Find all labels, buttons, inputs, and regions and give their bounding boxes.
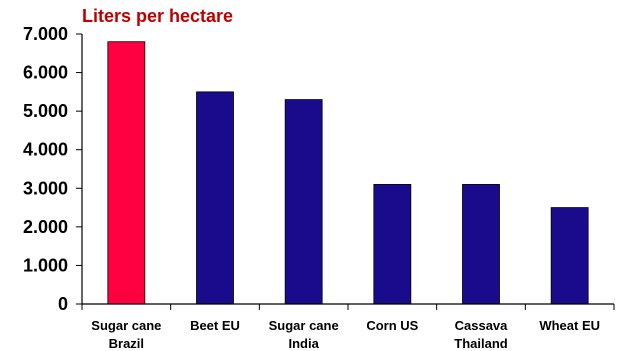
y-tick-label: 2.000 xyxy=(23,217,68,237)
bar xyxy=(550,207,589,305)
x-tick-label: Corn US xyxy=(366,318,418,333)
axes xyxy=(81,34,615,310)
bar xyxy=(196,91,234,305)
x-axis-labels: Sugar cane Brazil Beet EU Sugar cane India Co… xyxy=(91,318,600,351)
y-tick-label: 7.000 xyxy=(23,24,68,44)
bar xyxy=(284,99,323,305)
y-tick-label: 0 xyxy=(58,294,68,314)
y-tick-label: 6.000 xyxy=(23,63,68,83)
y-tick-label: 5.000 xyxy=(23,101,68,121)
bars xyxy=(107,41,589,305)
y-tick-label: 3.000 xyxy=(23,178,68,198)
chart-title: Liters per hectare xyxy=(82,6,233,26)
y-tick-label: 1.000 xyxy=(23,255,68,275)
x-tick-label: Wheat EU xyxy=(539,318,600,333)
x-tick-label: Cassava Thailand xyxy=(454,318,508,351)
bar xyxy=(462,184,500,305)
x-tick-label: Beet EU xyxy=(190,318,240,333)
bar xyxy=(107,41,146,305)
x-tick-label: Sugar cane Brazil xyxy=(91,318,161,351)
bar xyxy=(373,184,412,305)
y-tick-label: 4.000 xyxy=(23,140,68,160)
y-axis-ticks: 0 1.000 2.000 3.000 4.000 5.000 6.000 7.000 xyxy=(23,24,82,314)
x-tick-label: Sugar cane India xyxy=(269,318,339,351)
